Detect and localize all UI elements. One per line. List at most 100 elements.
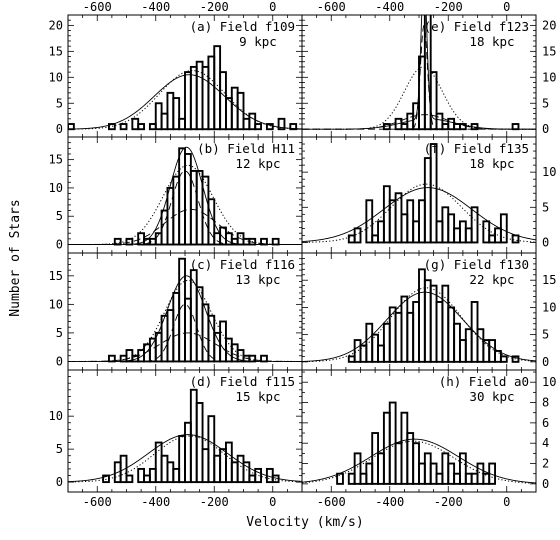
y-tick-label: 8 <box>542 396 549 410</box>
x-tick-label-top: -400 <box>375 0 404 14</box>
histogram-bar <box>119 123 128 131</box>
y-tick-label: 10 <box>542 70 556 84</box>
histogram-bar <box>107 354 116 363</box>
histogram-bar <box>499 355 508 363</box>
y-tick-label: 10 <box>542 375 556 389</box>
y-tick-label: 5 <box>56 326 63 340</box>
panel-label-field: (a) Field f109 <box>190 19 295 34</box>
panel-label-field: (e) Field f123 <box>424 19 529 34</box>
histogram-bar <box>248 354 257 363</box>
histogram-bar <box>336 472 344 485</box>
y-tick-label: 0 <box>542 477 549 491</box>
histogram-bar <box>113 237 122 246</box>
histogram-bar <box>107 123 116 131</box>
panel-label-field: (h) Field a0 <box>439 374 529 389</box>
x-tick-label-bottom: -600 <box>83 495 112 509</box>
fit-curve-dotted <box>302 183 536 243</box>
y-tick-label: 10 <box>49 70 63 84</box>
histogram-bar <box>429 143 438 244</box>
fit-curve-dotted <box>302 440 536 484</box>
histogram-bar <box>68 123 75 131</box>
panel-label-distance: 13 kpc <box>235 272 280 287</box>
histogram-bar <box>271 474 280 484</box>
panel-label-distance: 30 kpc <box>469 389 514 404</box>
y-tick-label: 15 <box>49 44 63 58</box>
histogram-bar <box>511 123 520 131</box>
histogram-bar <box>102 474 110 484</box>
x-tick-label-bottom: -600 <box>317 495 346 509</box>
panel-label-distance: 22 kpc <box>469 272 514 287</box>
x-tick-label-top: 0 <box>269 0 276 14</box>
y-tick-label: 0 <box>542 122 549 136</box>
histogram-bar <box>254 123 262 131</box>
histogram-bar <box>423 15 432 131</box>
y-tick-label: 5 <box>56 96 63 110</box>
histogram-bar <box>511 355 520 363</box>
panel-label-field: (c) Field f116 <box>190 257 295 272</box>
y-axis-title: Number of Stars <box>8 199 23 316</box>
x-tick-label-bottom: 0 <box>503 495 510 509</box>
panel-label-field: (d) Field f115 <box>190 374 295 389</box>
y-tick-label: 0 <box>542 355 549 369</box>
fit-curve-dashed <box>302 114 536 130</box>
panel-label-field: (g) Field f130 <box>424 257 529 272</box>
y-tick-label: 20 <box>542 18 556 32</box>
fit-curve-solid <box>302 187 536 242</box>
y-tick-label: 5 <box>542 328 549 342</box>
y-tick-label: 5 <box>56 209 63 223</box>
histogram-bar <box>511 234 520 244</box>
histogram-bar <box>289 123 298 131</box>
histogram-bar <box>172 97 181 131</box>
y-tick-label: 15 <box>49 269 63 283</box>
histogram-bar <box>207 198 216 246</box>
y-tick-label: 10 <box>542 300 556 314</box>
y-tick-label: 10 <box>49 409 63 423</box>
histogram-bar <box>482 220 491 244</box>
histogram-bar <box>207 415 216 484</box>
y-tick-label: 10 <box>49 297 63 311</box>
y-tick-label: 0 <box>56 354 63 368</box>
y-tick-label: 0 <box>56 238 63 252</box>
histogram-bar <box>459 123 467 131</box>
histogram-bar <box>248 237 257 246</box>
histogram-bar <box>470 123 479 131</box>
panel-label-distance: 9 kpc <box>239 34 277 49</box>
panel-label-distance: 18 kpc <box>469 34 514 49</box>
histogram-bar <box>125 237 134 246</box>
panel-label-distance: 15 kpc <box>235 389 280 404</box>
y-tick-label: 4 <box>542 436 549 450</box>
histogram-bar <box>488 462 497 485</box>
panel-label-field: (b) Field H11 <box>197 141 295 156</box>
histogram-bar <box>470 206 479 244</box>
histogram-bar <box>353 452 362 485</box>
y-tick-label: 0 <box>542 235 549 249</box>
histogram-bar <box>382 123 391 131</box>
x-tick-label-bottom: -400 <box>375 495 404 509</box>
histogram-bar <box>260 354 268 363</box>
y-tick-label: 5 <box>56 442 63 456</box>
y-tick-label: 15 <box>49 153 63 167</box>
x-tick-label-top: -200 <box>200 0 229 14</box>
y-tick-label: 0 <box>56 475 63 489</box>
histogram-bar <box>459 452 467 485</box>
x-tick-label-bottom: 0 <box>269 495 276 509</box>
histogram-bar <box>254 467 262 484</box>
y-tick-label: 6 <box>542 416 549 430</box>
panel-label-distance: 12 kpc <box>235 156 280 171</box>
histogram-bar <box>195 402 204 484</box>
y-tick-label: 15 <box>542 44 556 58</box>
x-tick-label-top: -600 <box>317 0 346 14</box>
y-tick-label: 0 <box>56 122 63 136</box>
x-tick-label-bottom: -200 <box>434 495 463 509</box>
histogram-bar <box>435 112 444 131</box>
histogram-bar <box>125 474 134 484</box>
x-tick-label-bottom: -200 <box>200 495 229 509</box>
x-tick-label-top: -200 <box>434 0 463 14</box>
x-tick-label-bottom: -400 <box>141 495 170 509</box>
x-tick-label-top: 0 <box>503 0 510 14</box>
